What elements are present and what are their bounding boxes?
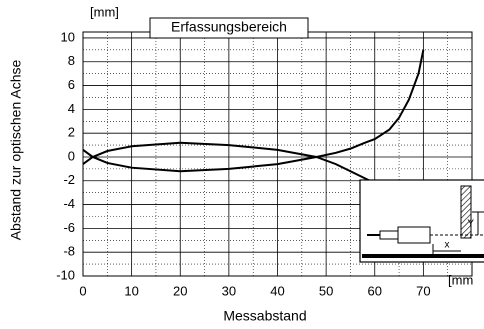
chart-title: Erfassungsbereich bbox=[171, 19, 287, 35]
y-tick-label: 10 bbox=[61, 29, 75, 44]
x-tick-label: 60 bbox=[368, 283, 382, 298]
inset-sensor-neck bbox=[379, 230, 399, 240]
title-box bbox=[149, 17, 309, 39]
inset: x Y bbox=[359, 179, 484, 263]
inset-label: Y bbox=[467, 219, 474, 230]
y-tick-label: 6 bbox=[68, 77, 75, 92]
x-tick-label: 50 bbox=[319, 283, 333, 298]
x-tick-label: 20 bbox=[173, 283, 187, 298]
inset-target bbox=[460, 185, 472, 239]
x-axis-label: Messabstand bbox=[223, 308, 306, 324]
y-tick-label: -8 bbox=[63, 244, 75, 259]
lines bbox=[82, 49, 425, 185]
inset-sensor bbox=[397, 226, 431, 244]
x-tick-label: 10 bbox=[124, 283, 138, 298]
inset-label: x bbox=[445, 240, 450, 251]
x-tick-label: 40 bbox=[270, 283, 284, 298]
series-line bbox=[82, 141, 376, 185]
x-tick-label: 70 bbox=[416, 283, 430, 298]
y-tick-label: -6 bbox=[63, 220, 75, 235]
y-axis-label: Abstand zur optischen Achse bbox=[8, 60, 24, 241]
x-unit: [mm bbox=[448, 272, 473, 287]
y-tick-label: -4 bbox=[63, 196, 75, 211]
y-tick-label: 8 bbox=[68, 53, 75, 68]
x-tick-label: 0 bbox=[79, 283, 86, 298]
series-line bbox=[82, 49, 425, 173]
y-unit: [mm] bbox=[90, 4, 119, 19]
y-tick-label: -10 bbox=[56, 267, 75, 282]
y-tick-label: 4 bbox=[68, 101, 75, 116]
y-tick-label: 0 bbox=[68, 148, 75, 163]
y-tick-label: 2 bbox=[68, 125, 75, 140]
y-tick-label: -2 bbox=[63, 172, 75, 187]
x-tick-label: 30 bbox=[222, 283, 236, 298]
